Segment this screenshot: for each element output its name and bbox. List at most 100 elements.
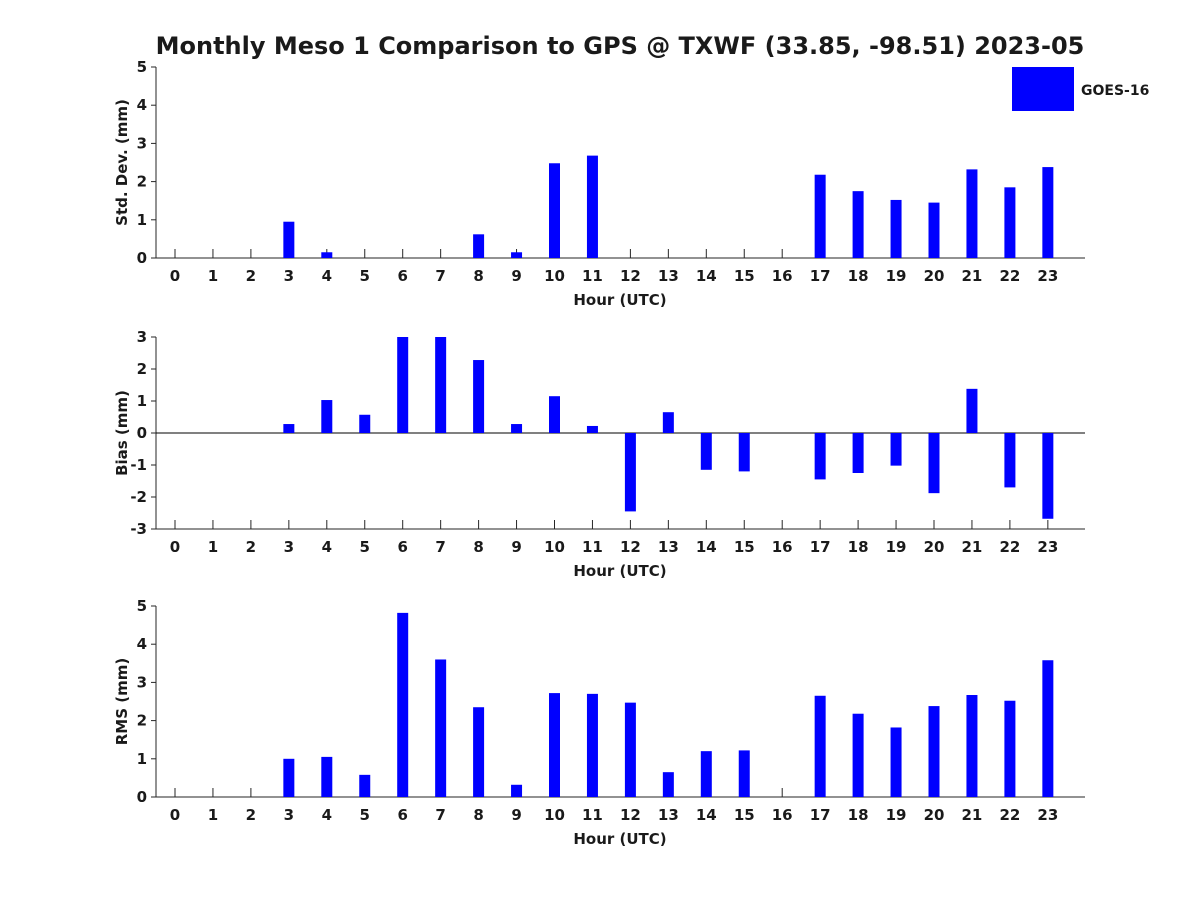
bar-hour-5 [359,774,371,797]
x-tick-label: 16 [772,538,793,556]
x-tick-label: 8 [473,538,483,556]
bar-hour-19 [890,199,902,258]
y-tick-label: 2 [137,173,147,191]
x-tick-label: 12 [620,267,641,285]
bar-hour-6 [397,337,409,433]
x-tick-label: 21 [962,806,983,824]
bar-hour-10 [549,693,560,797]
x-axis-label: Hour (UTC) [573,291,666,309]
x-tick-label: 18 [848,538,869,556]
bar-hour-15 [738,433,750,472]
x-tick-label: 10 [544,538,565,556]
x-tick-label: 18 [848,806,869,824]
x-tick-label: 9 [511,806,521,824]
y-tick-label: 1 [137,750,147,768]
x-tick-label: 7 [435,806,445,824]
bar-hour-23 [1042,433,1054,519]
x-tick-label: 8 [473,267,483,285]
x-tick-label: 1 [208,538,218,556]
x-tick-label: 2 [246,806,256,824]
x-tick-label: 13 [658,538,679,556]
x-tick-label: 0 [170,806,180,824]
bar-hour-11 [586,155,598,258]
bar-hour-8 [473,234,485,258]
y-axis-label: Bias (mm) [113,390,131,476]
y-tick-label: -3 [130,520,147,538]
bar-hour-10 [549,396,560,433]
x-tick-label: 13 [658,267,679,285]
y-tick-label: 3 [137,673,147,691]
bar-hour-4 [321,400,333,433]
x-axis-label: Hour (UTC) [573,830,666,848]
x-tick-label: 17 [810,267,831,285]
bar-hour-3 [283,221,295,258]
x-tick-label: 3 [284,538,294,556]
bar-hour-12 [624,702,636,797]
x-tick-label: 20 [924,538,945,556]
bar-hour-22 [1004,187,1016,258]
bar-hour-23 [1042,660,1054,797]
x-tick-label: 22 [999,267,1020,285]
x-tick-label: 14 [696,806,717,824]
x-tick-label: 16 [772,806,793,824]
x-tick-label: 4 [322,538,332,556]
bar-hour-3 [283,424,295,433]
bar-hour-21 [966,695,978,797]
bar-hour-21 [966,169,978,258]
bar-hour-5 [359,414,371,433]
bar-hour-4 [321,252,333,258]
x-tick-label: 8 [473,806,483,824]
bar-hour-9 [511,784,523,797]
x-tick-label: 2 [246,538,256,556]
x-tick-label: 12 [620,806,641,824]
bar-hour-18 [852,433,864,473]
bar-hour-13 [662,772,674,797]
x-tick-label: 11 [582,538,603,556]
x-tick-label: 22 [999,806,1020,824]
legend: GOES-16 [1012,67,1149,111]
x-tick-label: 11 [582,267,603,285]
x-tick-label: 7 [435,538,445,556]
x-tick-label: 4 [322,806,332,824]
bar-hour-8 [473,360,485,433]
x-tick-label: 5 [360,538,370,556]
x-tick-label: 5 [360,806,370,824]
y-axis-label: RMS (mm) [113,658,131,745]
bar-hour-14 [700,433,712,470]
x-tick-label: 10 [544,267,565,285]
x-tick-label: 15 [734,267,755,285]
x-tick-label: 21 [962,267,983,285]
x-tick-label: 19 [886,538,907,556]
bar-hour-7 [435,337,447,433]
x-tick-label: 21 [962,538,983,556]
bar-hour-20 [928,433,940,494]
x-tick-label: 18 [848,267,869,285]
bar-hour-9 [511,252,523,258]
x-tick-label: 6 [397,806,407,824]
bar-hour-4 [321,756,333,797]
x-tick-label: 13 [658,806,679,824]
bar-hour-11 [586,425,598,433]
bar-hour-20 [928,202,940,258]
legend-label-goes-16: GOES-16 [1081,83,1149,99]
bar-hour-23 [1042,167,1054,258]
bar-hour-18 [852,713,864,797]
x-tick-label: 23 [1037,267,1058,285]
y-tick-label: 3 [137,134,147,152]
x-tick-label: 3 [284,267,294,285]
y-tick-label: 4 [137,635,147,653]
x-tick-label: 9 [511,538,521,556]
x-tick-label: 17 [810,538,831,556]
bar-hour-17 [814,433,826,480]
bar-hour-17 [814,695,826,797]
y-tick-label: 5 [137,597,147,615]
bar-hour-21 [966,388,978,433]
bar-hour-15 [738,750,750,797]
x-tick-label: 1 [208,806,218,824]
bar-hour-22 [1004,700,1016,797]
y-axis-label: Std. Dev. (mm) [113,99,131,226]
bar-hour-11 [586,693,598,797]
